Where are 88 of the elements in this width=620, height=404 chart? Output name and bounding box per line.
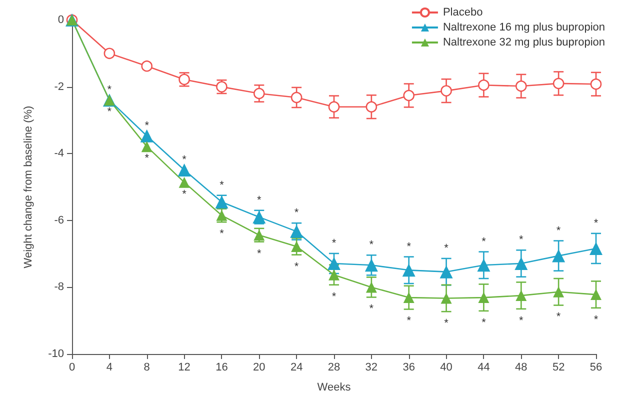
point [552,78,564,90]
point [366,282,377,293]
x-tick-label: 32 [365,362,378,374]
annotation: * [182,188,188,200]
x-tick-label: 36 [402,362,415,374]
annotation: * [369,239,374,252]
x-tick-label: 48 [515,362,528,374]
x-tick-label: 40 [440,362,452,374]
y-tick-label: -2 [54,80,64,93]
point [440,85,452,96]
point [553,286,564,298]
x-tick-label: 52 [552,362,565,374]
point [516,80,527,92]
point [104,48,116,60]
annotation: * [332,290,337,303]
point [590,289,602,300]
point [178,176,190,188]
point [141,141,152,152]
point [141,60,153,72]
point [254,88,265,100]
x-tick-label: 0 [68,362,76,374]
point [552,249,566,262]
x-axis-title: Weeks [317,382,352,394]
point [140,129,154,142]
annotation: * [220,179,225,192]
annotation: * [257,194,262,206]
annotation: * [519,314,524,327]
point [364,258,378,272]
point [328,256,340,270]
point [328,269,340,280]
annotation: * [294,207,300,220]
point [478,292,490,304]
point [514,256,528,270]
annotation: * [406,240,412,253]
annotation: * [444,318,450,330]
legend-label: Naltrexone 16 mg plus bupropion [442,22,605,34]
annotation: * [182,154,188,166]
x-tick-label: 44 [478,362,490,374]
x-tick-label: 16 [216,362,228,374]
y-tick-label: -4 [54,148,64,160]
annotation: * [294,260,300,273]
point [440,292,452,304]
y-tick-label: -6 [54,214,64,226]
point [328,101,340,112]
x-tick-label: 20 [253,362,266,374]
annotation: * [369,303,374,316]
annotation: * [257,248,262,260]
annotation: * [144,152,150,165]
annotation: * [220,228,225,240]
annotation: * [332,237,337,250]
annotation: * [107,84,112,96]
point [516,290,527,302]
annotation: * [482,236,487,248]
annotation: * [594,217,599,230]
point [477,258,490,272]
point [290,92,302,104]
point [590,242,602,255]
x-tick-label: 28 [328,362,340,374]
point [478,79,490,91]
x-tick-label: 12 [178,362,190,374]
point [290,224,304,238]
x-tick-label: 8 [144,362,150,374]
legend-label: Naltrexone 32 mg plus bupropion [442,36,605,48]
point [403,292,414,304]
point [178,163,191,176]
point [440,265,453,278]
x-tick-label: 4 [106,362,112,374]
annotation: * [519,234,524,246]
y-axis-title: Weight change from baseline (%) [22,106,34,268]
point [291,240,302,252]
annotation: * [144,120,150,132]
annotation: * [482,316,487,329]
y-tick-label: -8 [54,281,64,294]
y-tick-label: 0 [58,14,64,26]
annotation: * [406,315,412,328]
point [366,101,378,112]
point [403,90,415,102]
annotation: * [556,224,562,237]
x-tick-label: 24 [290,362,303,374]
annotation: * [444,242,450,254]
y-tick-label: -10 [48,348,64,360]
annotation: * [107,106,112,118]
annotation: * [556,311,562,324]
point [590,78,602,90]
x-tick-label: 56 [590,362,602,374]
annotation: * [594,314,599,326]
point [402,264,416,277]
legend-label: Placebo [442,6,483,18]
